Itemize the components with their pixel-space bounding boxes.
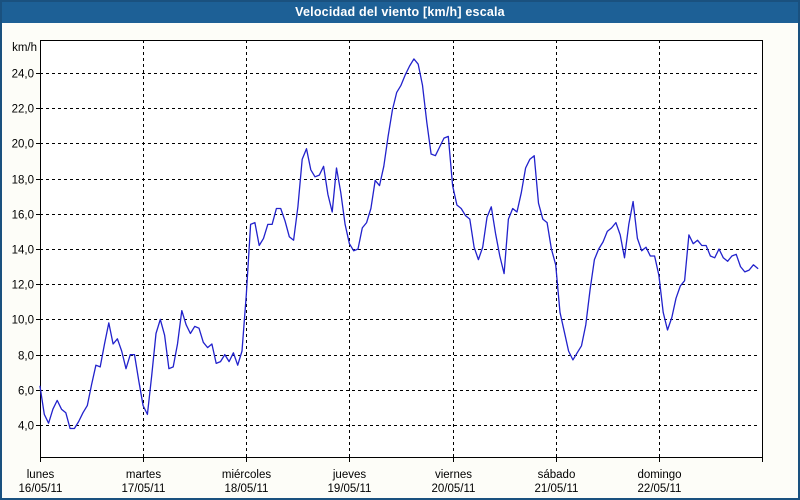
y-tick-label: 14,0: [12, 245, 34, 257]
y-tick-label: 10,0: [12, 315, 34, 327]
x-date-label: 19/05/11: [328, 483, 372, 495]
x-day-label: martes: [126, 469, 161, 481]
plot-border: [40, 40, 763, 458]
y-tick-label: 24,0: [12, 69, 34, 81]
y-tick-label: 18,0: [12, 175, 34, 187]
y-tick-label: 22,0: [12, 104, 34, 116]
x-date-label: 16/05/11: [19, 483, 63, 495]
x-day-label: sábado: [538, 469, 576, 481]
window-title: Velocidad del viento [km/h] escala: [295, 5, 505, 19]
y-tick-label: 12,0: [12, 280, 34, 292]
y-tick-label: 8,0: [18, 351, 34, 363]
x-day-label: jueves: [332, 469, 366, 481]
y-axis-unit-label: km/h: [12, 42, 37, 54]
plot-background: [40, 40, 762, 457]
x-date-label: 22/05/11: [638, 483, 682, 495]
y-tick-label: 20,0: [12, 139, 34, 151]
window-title-bar[interactable]: Velocidad del viento [km/h] escala: [2, 2, 798, 23]
series-line: [39, 58, 759, 430]
x-day-label: lunes: [27, 469, 55, 481]
x-date-label: 18/05/11: [225, 483, 269, 495]
x-date-label: 21/05/11: [535, 483, 579, 495]
x-day-label: domingo: [637, 469, 681, 481]
x-date-label: 17/05/11: [122, 483, 166, 495]
y-tick-label: 4,0: [18, 421, 34, 433]
x-day-label: miércoles: [222, 469, 271, 481]
y-tick-label: 16,0: [12, 210, 34, 222]
x-day-label: viernes: [435, 469, 472, 481]
x-date-label: 20/05/11: [432, 483, 476, 495]
y-tick-label: 6,0: [18, 386, 34, 398]
